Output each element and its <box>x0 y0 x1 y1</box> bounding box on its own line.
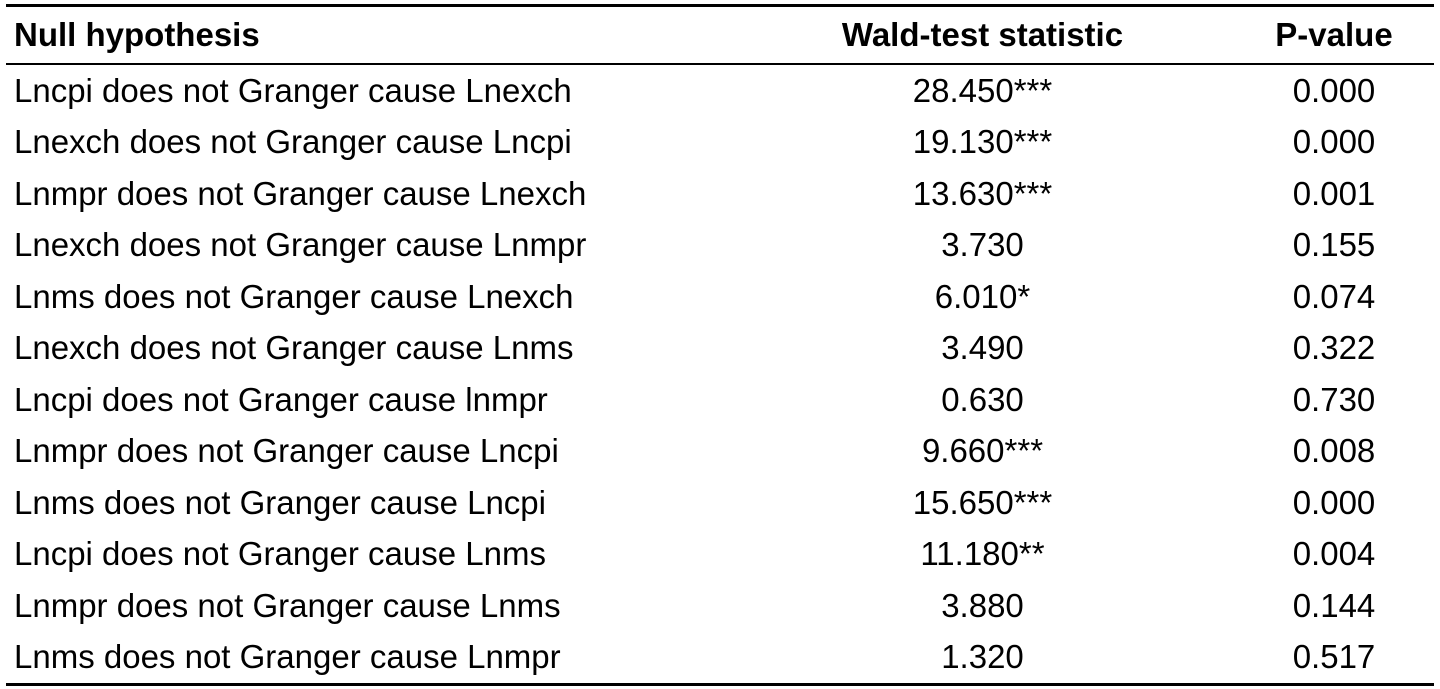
table-row: Lnms does not Granger cause Lncpi 15.650… <box>6 477 1434 529</box>
cell-hypothesis: Lncpi does not Granger cause Lnms <box>14 535 546 573</box>
cell-hypothesis: Lncpi does not Granger cause lnmpr <box>14 380 548 418</box>
table-row: Lnexch does not Granger cause Lnms 3.490… <box>6 323 1434 375</box>
table-row: Lnmpr does not Granger cause Lnms 3.880 … <box>6 580 1434 632</box>
cell-p-value: 0.000 <box>1292 123 1376 161</box>
cell-hypothesis: Lnmpr does not Granger cause Lnexch <box>14 174 587 212</box>
cell-statistic: 6.010* <box>934 277 1031 315</box>
cell-hypothesis: Lncpi does not Granger cause Lnexch <box>14 71 572 109</box>
table-row: Lncpi does not Granger cause Lnexch 28.4… <box>6 64 1434 117</box>
cell-p-value: 0.000 <box>1292 483 1376 521</box>
cell-p-value: 0.074 <box>1292 277 1376 315</box>
cell-statistic: 19.130*** <box>912 123 1053 161</box>
cell-p-value: 0.730 <box>1292 380 1376 418</box>
cell-hypothesis: Lnexch does not Granger cause Lnms <box>14 329 574 367</box>
cell-p-value: 0.517 <box>1292 638 1376 676</box>
cell-hypothesis: Lnms does not Granger cause Lncpi <box>14 483 546 521</box>
table-row: Lnms does not Granger cause Lnmpr 1.320 … <box>6 632 1434 685</box>
cell-hypothesis: Lnms does not Granger cause Lnmpr <box>14 638 561 676</box>
table-row: Lnms does not Granger cause Lnexch 6.010… <box>6 271 1434 323</box>
cell-statistic: 28.450*** <box>912 71 1053 109</box>
granger-causality-table: Null hypothesis Wald-test statistic P-va… <box>6 4 1434 686</box>
cell-statistic: 9.660*** <box>921 432 1044 470</box>
cell-hypothesis: Lnexch does not Granger cause Lncpi <box>14 123 572 161</box>
cell-p-value: 0.008 <box>1292 432 1376 470</box>
cell-statistic: 1.320 <box>941 638 1024 676</box>
cell-p-value: 0.155 <box>1292 226 1376 264</box>
cell-p-value: 0.144 <box>1292 586 1376 624</box>
cell-p-value: 0.000 <box>1292 71 1376 109</box>
table-header: Null hypothesis Wald-test statistic P-va… <box>6 5 1434 64</box>
cell-p-value: 0.322 <box>1292 329 1376 367</box>
granger-causality-table-container: Null hypothesis Wald-test statistic P-va… <box>6 4 1434 686</box>
table-row: Lnexch does not Granger cause Lncpi 19.1… <box>6 117 1434 169</box>
table-row: Lnexch does not Granger cause Lnmpr 3.73… <box>6 220 1434 272</box>
table-row: Lnmpr does not Granger cause Lnexch 13.6… <box>6 168 1434 220</box>
cell-statistic: 3.490 <box>941 329 1024 367</box>
cell-hypothesis: Lnexch does not Granger cause Lnmpr <box>14 226 587 264</box>
cell-hypothesis: Lnmpr does not Granger cause Lnms <box>14 586 561 624</box>
table-body: Lncpi does not Granger cause Lnexch 28.4… <box>6 64 1434 685</box>
header-wald-statistic: Wald-test statistic <box>841 16 1124 53</box>
cell-hypothesis: Lnmpr does not Granger cause Lncpi <box>14 432 559 470</box>
cell-statistic: 3.730 <box>941 226 1024 264</box>
header-null-hypothesis: Null hypothesis <box>14 16 260 53</box>
cell-p-value: 0.001 <box>1292 174 1376 212</box>
table-row: Lnmpr does not Granger cause Lncpi 9.660… <box>6 426 1434 478</box>
cell-statistic: 13.630*** <box>912 174 1053 212</box>
table-row: Lncpi does not Granger cause Lnms 11.180… <box>6 529 1434 581</box>
cell-statistic: 3.880 <box>941 586 1024 624</box>
cell-statistic: 15.650*** <box>912 483 1053 521</box>
cell-statistic: 11.180** <box>920 535 1045 573</box>
cell-p-value: 0.004 <box>1292 535 1376 573</box>
header-row: Null hypothesis Wald-test statistic P-va… <box>6 5 1434 64</box>
header-p-value: P-value <box>1275 16 1393 53</box>
cell-statistic: 0.630 <box>941 380 1024 418</box>
table-row: Lncpi does not Granger cause lnmpr 0.630… <box>6 374 1434 426</box>
cell-hypothesis: Lnms does not Granger cause Lnexch <box>14 277 574 315</box>
